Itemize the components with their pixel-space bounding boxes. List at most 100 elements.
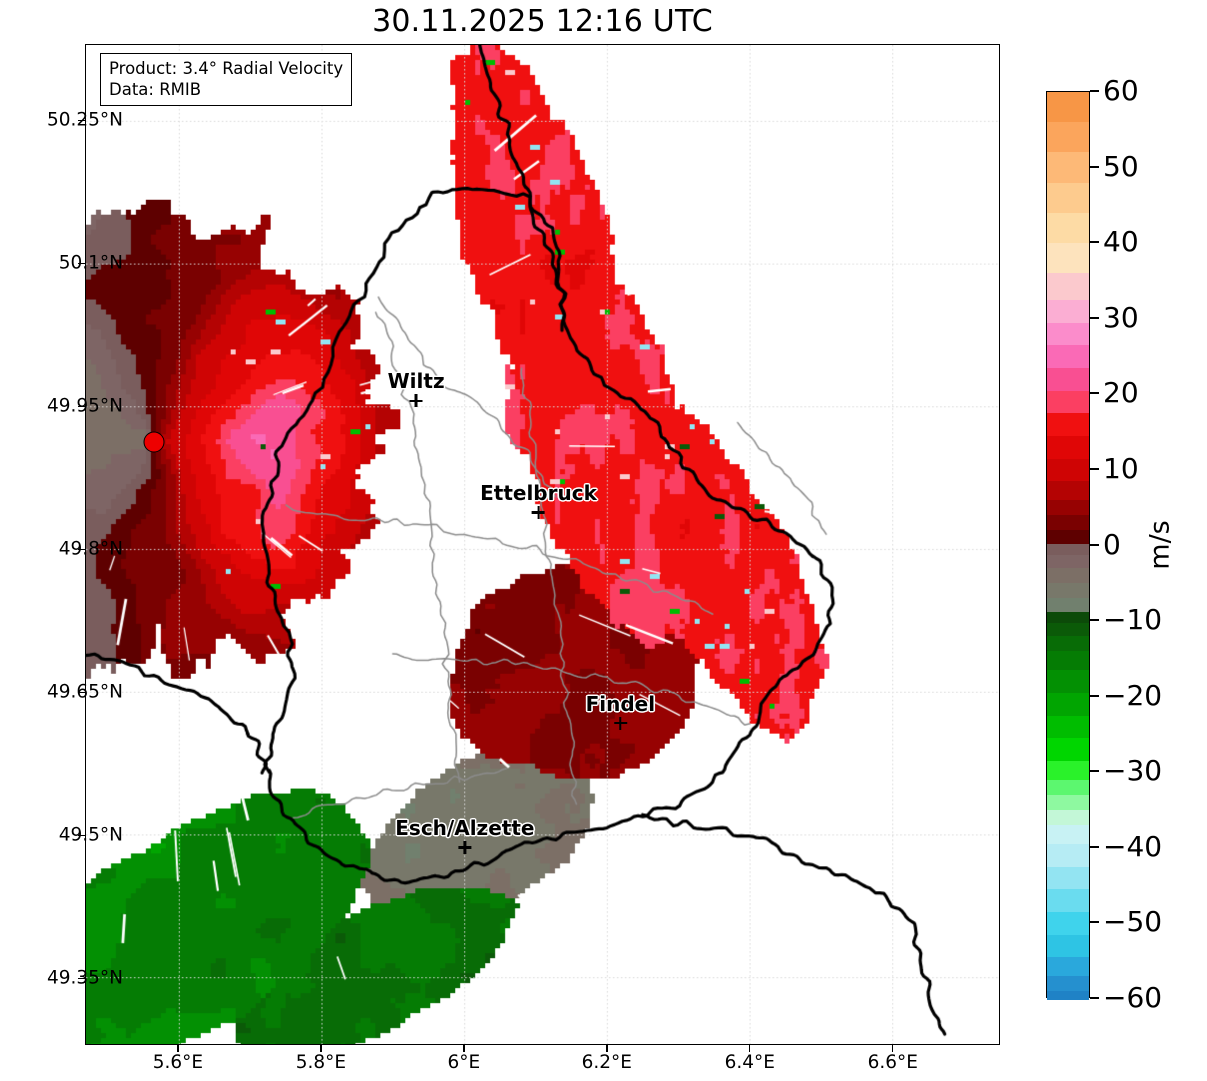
- colorbar-band: [1047, 182, 1089, 214]
- data-source-label: Data: RMIB: [109, 80, 202, 100]
- colorbar-band: [1047, 957, 1089, 977]
- x-axis-tick-label: 6°E: [447, 1052, 481, 1073]
- colorbar-band: [1047, 622, 1089, 637]
- colorbar-tick-mark: [1090, 165, 1099, 168]
- colorbar-tick-label: 50: [1103, 149, 1139, 183]
- colorbar-band: [1047, 367, 1089, 392]
- city-cross-icon: [531, 505, 545, 519]
- colorbar-band: [1047, 273, 1089, 301]
- colorbar-unit-label: m/s: [1144, 520, 1176, 570]
- colorbar-band: [1047, 481, 1089, 501]
- city-label: Findel: [585, 691, 656, 716]
- city-label: Ettelbruck: [480, 480, 597, 505]
- colorbar-band: [1047, 500, 1089, 516]
- colorbar-tick-mark: [1090, 770, 1099, 773]
- colorbar-tick-label: 20: [1103, 376, 1139, 410]
- colorbar-tick-label: −20: [1103, 678, 1163, 712]
- colorbar-band: [1047, 651, 1089, 671]
- x-axis-tick-mark: [749, 1045, 751, 1052]
- city-label: Wiltz: [387, 369, 445, 394]
- colorbar-band: [1047, 715, 1089, 739]
- colorbar-tick-label: 60: [1103, 74, 1139, 107]
- y-axis-tick-mark: [78, 262, 85, 264]
- city-marker: Ettelbruck: [480, 483, 597, 519]
- colorbar-band: [1047, 543, 1089, 556]
- x-axis-tick-label: 5.8°E: [295, 1052, 347, 1073]
- colorbar-band: [1047, 413, 1089, 437]
- colorbar-band: [1047, 554, 1089, 569]
- colorbar-tick-label: 10: [1103, 451, 1139, 485]
- city-marker: Wiltz: [387, 369, 445, 408]
- colorbar-band: [1047, 825, 1089, 845]
- y-axis-tick-mark: [78, 405, 85, 407]
- product-label: Product: 3.4° Radial Velocity: [109, 59, 344, 78]
- colorbar-band: [1047, 152, 1089, 184]
- y-axis-tick-label: 49.8°N: [58, 538, 123, 560]
- colorbar-band: [1047, 934, 1089, 959]
- colorbar-band: [1047, 583, 1089, 599]
- colorbar-tick-mark: [1090, 90, 1099, 92]
- y-axis-tick-mark: [78, 691, 85, 693]
- x-axis-tick-mark: [606, 1045, 608, 1052]
- y-axis-tick-mark: [78, 977, 85, 979]
- colorbar-tick-label: 40: [1103, 225, 1139, 259]
- colorbar-tick-mark: [1090, 997, 1099, 999]
- city-marker: Findel: [585, 691, 656, 730]
- colorbar-tick-label: 30: [1103, 300, 1139, 334]
- colorbar-tick-label: −50: [1103, 905, 1163, 939]
- colorbar-tick-mark: [1090, 845, 1099, 848]
- city-cross-icon: [458, 841, 472, 855]
- colorbar-band: [1047, 345, 1089, 369]
- y-axis-tick-mark: [78, 834, 85, 836]
- colorbar-tick-mark: [1090, 543, 1099, 546]
- colorbar-tick-label: −30: [1103, 754, 1163, 788]
- colorbar-band: [1047, 212, 1089, 244]
- colorbar[interactable]: 60 50 40 30 20 10 0 −10 −20 −30 −40 −50 −60: [1046, 77, 1162, 1012]
- page-title: 30.11.2025 12:16 UTC: [372, 4, 713, 39]
- colorbar-tick-label: 0: [1103, 527, 1121, 561]
- y-axis-tick-mark: [78, 548, 85, 550]
- colorbar-band: [1047, 390, 1089, 414]
- colorbar-band: [1047, 912, 1089, 936]
- y-axis-tick-label: 50.1°N: [58, 252, 123, 274]
- x-axis-tick-mark: [177, 1045, 179, 1052]
- radar-site-marker[interactable]: [143, 431, 165, 453]
- colorbar-band: [1047, 568, 1089, 584]
- colorbar-tick-mark: [1090, 694, 1099, 697]
- colorbar-tick-label: −60: [1103, 981, 1163, 1014]
- map-borders-layer: [86, 45, 999, 1044]
- colorbar-tick-mark: [1090, 316, 1099, 319]
- x-axis-tick-label: 6.2°E: [581, 1052, 633, 1073]
- colorbar-gradient: [1046, 91, 1090, 1000]
- colorbar-tick-mark: [1090, 241, 1099, 244]
- colorbar-band: [1047, 515, 1089, 531]
- x-axis-tick-label: 6.4°E: [724, 1052, 775, 1073]
- colorbar-band: [1047, 636, 1089, 652]
- colorbar-band: [1047, 92, 1089, 123]
- x-axis-tick-mark: [463, 1045, 465, 1052]
- colorbar-band: [1047, 794, 1089, 811]
- colorbar-band: [1047, 458, 1089, 482]
- colorbar-tick-mark: [1090, 392, 1099, 395]
- colorbar-band: [1047, 810, 1089, 826]
- colorbar-band: [1047, 976, 1089, 993]
- colorbar-band: [1047, 866, 1089, 890]
- colorbar-band: [1047, 760, 1089, 781]
- colorbar-band: [1047, 692, 1089, 717]
- product-info-box: Product: 3.4° Radial Velocity Data: RMIB: [100, 53, 353, 107]
- x-axis-tick-label: 5.6°E: [152, 1052, 204, 1073]
- colorbar-band: [1047, 738, 1089, 762]
- x-axis-tick-mark: [892, 1045, 894, 1052]
- city-cross-icon: [409, 394, 423, 408]
- radar-map-panel[interactable]: Product: 3.4° Radial Velocity Data: RMIB…: [85, 44, 1000, 1045]
- y-axis-tick-mark: [78, 119, 85, 121]
- colorbar-tick-mark: [1090, 619, 1099, 622]
- colorbar-band: [1047, 530, 1089, 545]
- colorbar-band: [1047, 322, 1089, 346]
- colorbar-band: [1047, 889, 1089, 913]
- colorbar-band: [1047, 670, 1089, 694]
- colorbar-band: [1047, 598, 1089, 613]
- colorbar-band: [1047, 299, 1089, 324]
- city-marker: Esch/Alzette: [395, 818, 534, 855]
